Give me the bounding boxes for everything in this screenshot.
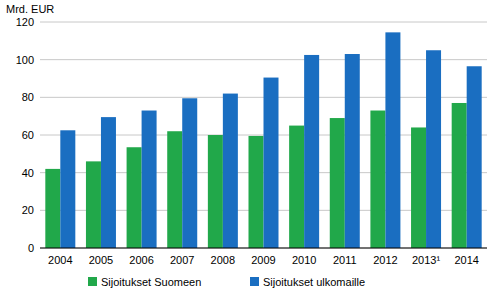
y-tick-label: 0 <box>28 242 34 254</box>
x-tick-label: 2005 <box>89 254 113 266</box>
bars <box>45 32 481 248</box>
bar <box>289 126 304 248</box>
bar <box>385 32 400 248</box>
bar <box>411 127 426 248</box>
y-tick-label: 120 <box>16 16 34 28</box>
bar <box>182 98 197 248</box>
bar <box>60 130 75 248</box>
x-tick-label: 2006 <box>129 254 153 266</box>
bar <box>208 135 223 248</box>
bar <box>370 111 385 248</box>
bar <box>223 94 238 248</box>
bar <box>452 103 467 248</box>
bar <box>142 111 157 248</box>
legend-label: Sijoitukset Suomeen <box>101 276 201 288</box>
bar <box>264 78 279 248</box>
grid-line <box>40 22 487 23</box>
bar <box>426 50 441 248</box>
grid-line <box>40 248 487 249</box>
grid-line <box>40 59 487 60</box>
bar <box>304 55 319 248</box>
x-tick-label: 2013¹ <box>412 254 440 266</box>
x-axis-line <box>40 248 487 249</box>
bar <box>127 147 142 248</box>
x-tick-label: 2007 <box>170 254 194 266</box>
chart-root: 0 20 40 60 80 100 120Mrd. EUR 2004 2005 2006 2007 2… <box>0 0 492 299</box>
y-tick-label: 80 <box>22 91 34 103</box>
legend: Sijoitukset Suomeen Sijoitukset ulkomaill… <box>88 276 365 288</box>
legend-swatch <box>250 277 259 286</box>
bar <box>249 136 264 248</box>
x-tick-label: 2004 <box>48 254 72 266</box>
x-tick-label: 2012 <box>373 254 397 266</box>
y-tick-label: 100 <box>16 54 34 66</box>
x-tick-label: 2009 <box>251 254 275 266</box>
legend-label: Sijoitukset ulkomaille <box>263 276 365 288</box>
bar <box>167 131 182 248</box>
x-tick-label: 2011 <box>333 254 357 266</box>
legend-swatch <box>88 277 97 286</box>
y-tick-label: 20 <box>22 204 34 216</box>
chart-svg: 0 20 40 60 80 100 120Mrd. EUR 2004 2005 2006 2007 2… <box>0 0 492 299</box>
x-tick-label: 2008 <box>211 254 235 266</box>
bar <box>86 161 101 248</box>
bar <box>330 118 345 248</box>
bar <box>467 66 482 248</box>
y-tick-label: 60 <box>22 129 34 141</box>
y-tick-label: 40 <box>22 167 34 179</box>
bar <box>101 117 116 248</box>
x-tick-label: 2010 <box>292 254 316 266</box>
y-axis-label: Mrd. EUR <box>6 3 54 15</box>
bar <box>345 54 360 248</box>
bar <box>45 169 60 248</box>
x-tick-label: 2014 <box>454 254 478 266</box>
